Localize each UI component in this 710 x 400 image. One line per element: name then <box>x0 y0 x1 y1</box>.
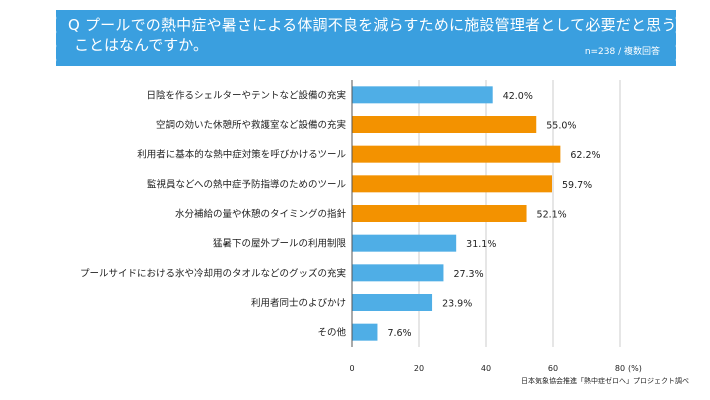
source-credit: 日本気象協会推進「熱中症ゼロへ」プロジェクト調べ <box>521 377 689 385</box>
bar-8 <box>352 323 378 341</box>
bar-3 <box>352 175 552 193</box>
category-label-5: 猛暑下の屋外プールの利用制限 <box>213 238 347 250</box>
category-label-0: 日陰を作るシェルターやテントなど設備の充実 <box>146 89 346 101</box>
bar-7 <box>352 294 433 311</box>
value-label-2: 62.2% <box>570 150 600 161</box>
category-label-3: 監視員などへの熱中症予防指導のためのツール <box>147 178 347 190</box>
value-label-1: 55.0% <box>546 121 576 132</box>
bar-6 <box>352 264 444 282</box>
value-label-3: 59.7% <box>562 180 592 191</box>
category-label-1: 空調の効いた休憩所や救護室など設備の充実 <box>156 119 347 131</box>
category-label-8: その他 <box>317 327 346 339</box>
value-label-4: 52.1% <box>537 210 567 221</box>
bar-5 <box>352 234 457 252</box>
bar-0 <box>352 86 493 104</box>
x-tick-label-0: 0 <box>349 364 354 373</box>
category-label-6: プールサイドにおける氷や冷却用のタオルなどのグッズの充実 <box>80 267 347 279</box>
question-text-line1: Q プールでの熱中症や暑さによる体調不良を減らすために施設管理者として必要だと思… <box>68 16 677 34</box>
value-label-7: 23.9% <box>442 299 472 310</box>
category-label-7: 利用者同士のよびかけ <box>251 297 346 309</box>
value-label-0: 42.0% <box>503 91 533 102</box>
value-label-8: 7.6% <box>387 328 411 339</box>
value-label-6: 27.3% <box>453 269 483 280</box>
question-text-line2: ことはなんですか。 <box>74 36 208 54</box>
sample-size-note: n=238 / 複数回答 <box>584 47 660 57</box>
bar-2 <box>352 145 561 163</box>
x-tick-label-80: 80 <box>615 364 625 373</box>
x-tick-label-20: 20 <box>414 364 424 373</box>
bar-4 <box>352 205 527 222</box>
x-tick-label-60: 60 <box>548 364 558 373</box>
bar-1 <box>352 116 537 133</box>
x-axis-unit-label: (%) <box>628 364 642 373</box>
category-label-4: 水分補給の量や休憩のタイミングの指針 <box>175 208 347 220</box>
category-label-2: 利用者に基本的な熱中症対策を呼びかけるツール <box>137 149 346 161</box>
x-tick-label-40: 40 <box>481 364 491 373</box>
question-banner: Q プールでの熱中症や暑さによる体調不良を減らすために施設管理者として必要だと思… <box>52 10 680 66</box>
value-label-5: 31.1% <box>466 239 496 250</box>
